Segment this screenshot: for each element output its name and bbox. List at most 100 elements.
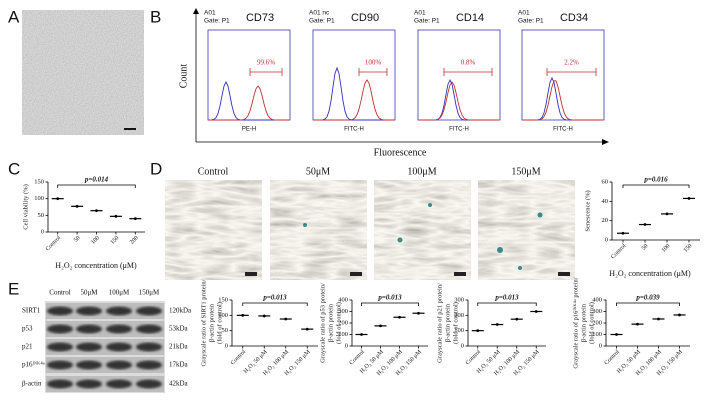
band [136, 342, 162, 352]
band [76, 379, 102, 389]
gate-bracket [249, 68, 283, 76]
band-strip [46, 321, 164, 337]
protein-label: p21 [22, 343, 33, 351]
panel-label: E [8, 279, 19, 298]
condition-label: 150μM [511, 166, 540, 177]
y-tick-label: 0 [599, 342, 602, 349]
y-tick-label: 200 [592, 319, 602, 326]
data-point [687, 197, 691, 200]
histogram-curve [313, 79, 395, 121]
condition-label: Control [198, 166, 229, 177]
axes [605, 300, 690, 347]
data-point [615, 333, 618, 336]
axis-label: Fluorescence [374, 147, 427, 158]
y-tick-label: 300 [338, 308, 348, 315]
p-value: p=0.039 [635, 294, 660, 302]
x-tick-label: 150 [110, 235, 121, 246]
y-tick-label: 60 [602, 178, 609, 185]
band [106, 324, 132, 334]
band [106, 360, 132, 370]
y-axis-label: (fold of control) [335, 302, 342, 344]
data-point [678, 313, 681, 317]
marker-name: CD73 [246, 12, 274, 24]
data-point [621, 231, 625, 235]
significance-bracket [242, 302, 308, 306]
x-tick-label: Control [604, 349, 621, 366]
band [76, 342, 102, 352]
x-tick-label: 50 [641, 243, 649, 251]
data-point [241, 313, 245, 317]
axes [611, 182, 700, 241]
gate-name: Gate: P1 [204, 18, 230, 25]
condition-label: 100μM [407, 166, 436, 177]
band [76, 306, 102, 316]
band [47, 342, 73, 352]
band [136, 379, 162, 389]
significance-bracket [57, 184, 136, 188]
y-axis-label: β-actin protein [580, 303, 587, 342]
band [47, 324, 73, 334]
x-tick-label: 50 [73, 235, 81, 243]
marker-name: CD34 [560, 12, 588, 24]
band [136, 324, 162, 334]
x-tick-label: 200 [129, 235, 140, 246]
y-tick-label: 100 [338, 331, 348, 338]
sample-name: A01 [518, 10, 530, 17]
data-point [56, 197, 60, 201]
stain [497, 247, 503, 253]
x-tick-label: Control [45, 235, 62, 252]
lane-label: 150μM [139, 289, 160, 297]
band [47, 360, 73, 370]
band [136, 360, 162, 370]
histogram-curve [418, 78, 500, 121]
y-tick-label: 150 [218, 296, 228, 303]
data-point [534, 310, 538, 313]
scale-bar [245, 272, 257, 276]
y-tick-label: 20 [602, 217, 609, 224]
gate-name: Gate: P1 [309, 18, 335, 25]
size-label: 17kDa [169, 361, 189, 369]
micrograph [22, 10, 144, 135]
size-label: 53kDa [169, 325, 189, 333]
gate-bracket [358, 68, 388, 76]
y-tick-label: 0 [605, 236, 608, 243]
x-tick-label: Control [230, 349, 247, 366]
marker-name: CD14 [456, 12, 484, 24]
p-value: p=0.013 [494, 294, 519, 302]
p-value: p=0.013 [377, 294, 402, 302]
data-point [665, 212, 669, 216]
panel-label: C [8, 159, 20, 178]
micrograph [165, 180, 262, 280]
y-tick-label: 300 [592, 308, 602, 315]
data-point [495, 323, 499, 326]
y-axis-label: Grayscale ratio of SIRT1 protein/ [200, 279, 207, 366]
micrograph [478, 180, 575, 280]
x-tick-label: Control [610, 243, 627, 260]
data-point [114, 214, 118, 218]
protein-label: p16ᴵᴺᴷ⁴ᵃ [22, 361, 45, 369]
x-tick-label: 100 [90, 235, 101, 246]
y-tick-label: 400 [338, 296, 348, 303]
panel-label: A [8, 7, 20, 26]
p-value: p=0.016 [643, 176, 668, 184]
stain [303, 223, 307, 227]
significance-bracket [616, 302, 680, 306]
size-label: 21kDa [169, 343, 189, 351]
scale-bar [124, 128, 136, 130]
x-tick-label: Control [349, 349, 366, 366]
gate-percent: 0.8% [461, 59, 476, 67]
histogram-curve [208, 85, 290, 121]
axes [47, 182, 145, 233]
size-label: 120kDa [169, 307, 192, 315]
data-point [379, 324, 382, 328]
data-point [133, 217, 137, 221]
gate-percent: 99.6% [257, 59, 275, 67]
y-tick-label: 0 [41, 228, 44, 235]
y-tick-label: 100 [34, 195, 44, 202]
significance-bracket [622, 184, 690, 188]
channel-label: FITC-H [449, 127, 469, 133]
y-tick-label: 0 [225, 342, 228, 349]
axes [351, 300, 428, 347]
panel-label: D [150, 159, 162, 178]
